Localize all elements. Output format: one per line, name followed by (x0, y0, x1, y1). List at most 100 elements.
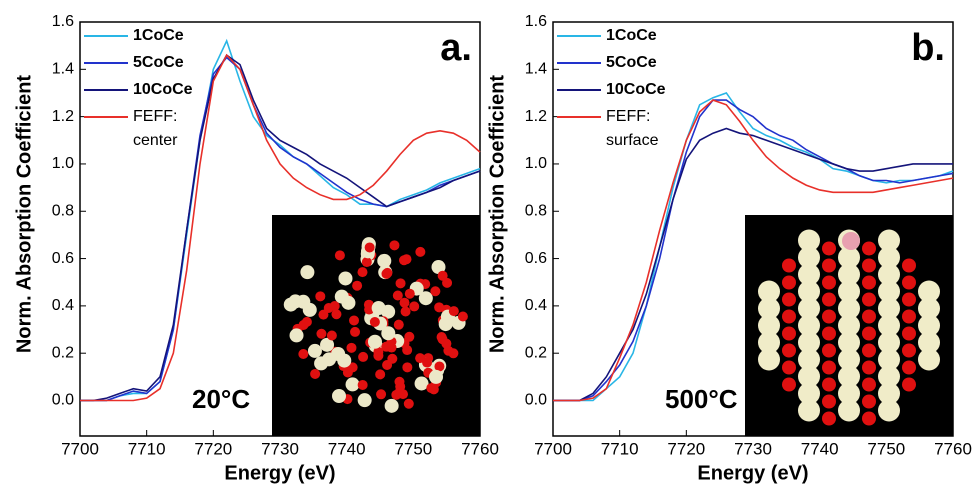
atom (332, 389, 347, 404)
atom (822, 258, 836, 273)
atom (437, 270, 448, 281)
atom (878, 280, 900, 303)
atom (381, 268, 392, 279)
y-tick-label: 0.8 (525, 202, 547, 219)
x-axis-label: Energy (eV) (697, 462, 808, 484)
x-tick-label: 7750 (394, 439, 432, 458)
atom (314, 356, 329, 371)
legend-label: 5CoCe (133, 54, 184, 71)
y-axis-label: Norm. Absorption Coefficient (486, 75, 508, 353)
atom (369, 316, 380, 327)
atom (350, 326, 361, 337)
y-tick-label: 0.6 (525, 250, 547, 267)
atom (838, 348, 860, 371)
atom (838, 382, 860, 405)
atom (862, 343, 876, 358)
x-tick-label: 7720 (194, 439, 232, 458)
atom (918, 280, 940, 303)
x-tick-label: 7760 (934, 439, 972, 458)
y-tick-label: 0.8 (52, 202, 74, 219)
atom (320, 337, 335, 352)
atom (822, 377, 836, 392)
atom (389, 240, 400, 251)
y-tick-label: 0.0 (52, 392, 74, 409)
atom (918, 314, 940, 337)
y-tick-label: 1.0 (525, 155, 547, 172)
atom (418, 291, 433, 306)
atom (822, 292, 836, 307)
inset-label: 20°C (192, 384, 250, 414)
atom (331, 309, 342, 320)
atom (400, 306, 411, 317)
x-tick-label: 7750 (867, 439, 905, 458)
atom (409, 301, 420, 312)
atom (338, 271, 353, 286)
inset-label: 500°C (665, 384, 738, 414)
atom (403, 398, 414, 409)
data-line (553, 99, 954, 402)
atom (862, 326, 876, 341)
atom (386, 342, 397, 353)
atom (373, 350, 384, 361)
atom (782, 258, 796, 273)
atom (878, 229, 900, 252)
y-tick-label: 0.4 (525, 297, 547, 314)
legend-label: 5CoCe (606, 54, 657, 71)
atom (798, 331, 820, 354)
x-axis-label: Energy (eV) (224, 462, 335, 484)
data-line (553, 92, 954, 402)
atom (300, 265, 315, 280)
atom (782, 292, 796, 307)
atom (448, 348, 459, 359)
y-tick-label: 0.2 (525, 344, 547, 361)
atom (326, 330, 337, 341)
atom (345, 377, 360, 392)
atom (902, 292, 916, 307)
atom (377, 253, 392, 268)
atom (822, 241, 836, 256)
atom (878, 399, 900, 422)
atom (878, 263, 900, 286)
y-tick-label: 1.6 (52, 13, 74, 30)
atom (862, 258, 876, 273)
atom (289, 328, 304, 343)
atom (878, 331, 900, 354)
atom (398, 389, 409, 400)
atom (902, 275, 916, 290)
atom (798, 314, 820, 337)
atom (782, 309, 796, 324)
atom (349, 315, 360, 326)
atom (318, 309, 329, 320)
atom (371, 301, 386, 316)
atom (434, 302, 445, 313)
atom (902, 377, 916, 392)
atom (438, 317, 453, 332)
x-tick-label: 7740 (328, 439, 366, 458)
atom (431, 260, 446, 275)
data-line (553, 127, 953, 402)
atom (310, 368, 321, 379)
atom (442, 277, 453, 288)
atom (376, 389, 387, 400)
atom (798, 348, 820, 371)
atom (395, 278, 406, 289)
atom (782, 377, 796, 392)
atom (337, 353, 352, 368)
atom (782, 360, 796, 375)
atom (283, 297, 298, 312)
atom (404, 331, 415, 342)
atom (329, 300, 340, 311)
atom (822, 343, 836, 358)
legend-label: 10CoCe (133, 81, 193, 98)
atom (902, 343, 916, 358)
y-tick-label: 0.6 (52, 250, 74, 267)
atom (862, 377, 876, 392)
y-tick-label: 1.4 (52, 61, 74, 78)
atom (798, 229, 820, 252)
atom (838, 280, 860, 303)
atom (862, 411, 876, 426)
atom (838, 297, 860, 320)
atom (822, 326, 836, 341)
atom (878, 314, 900, 337)
